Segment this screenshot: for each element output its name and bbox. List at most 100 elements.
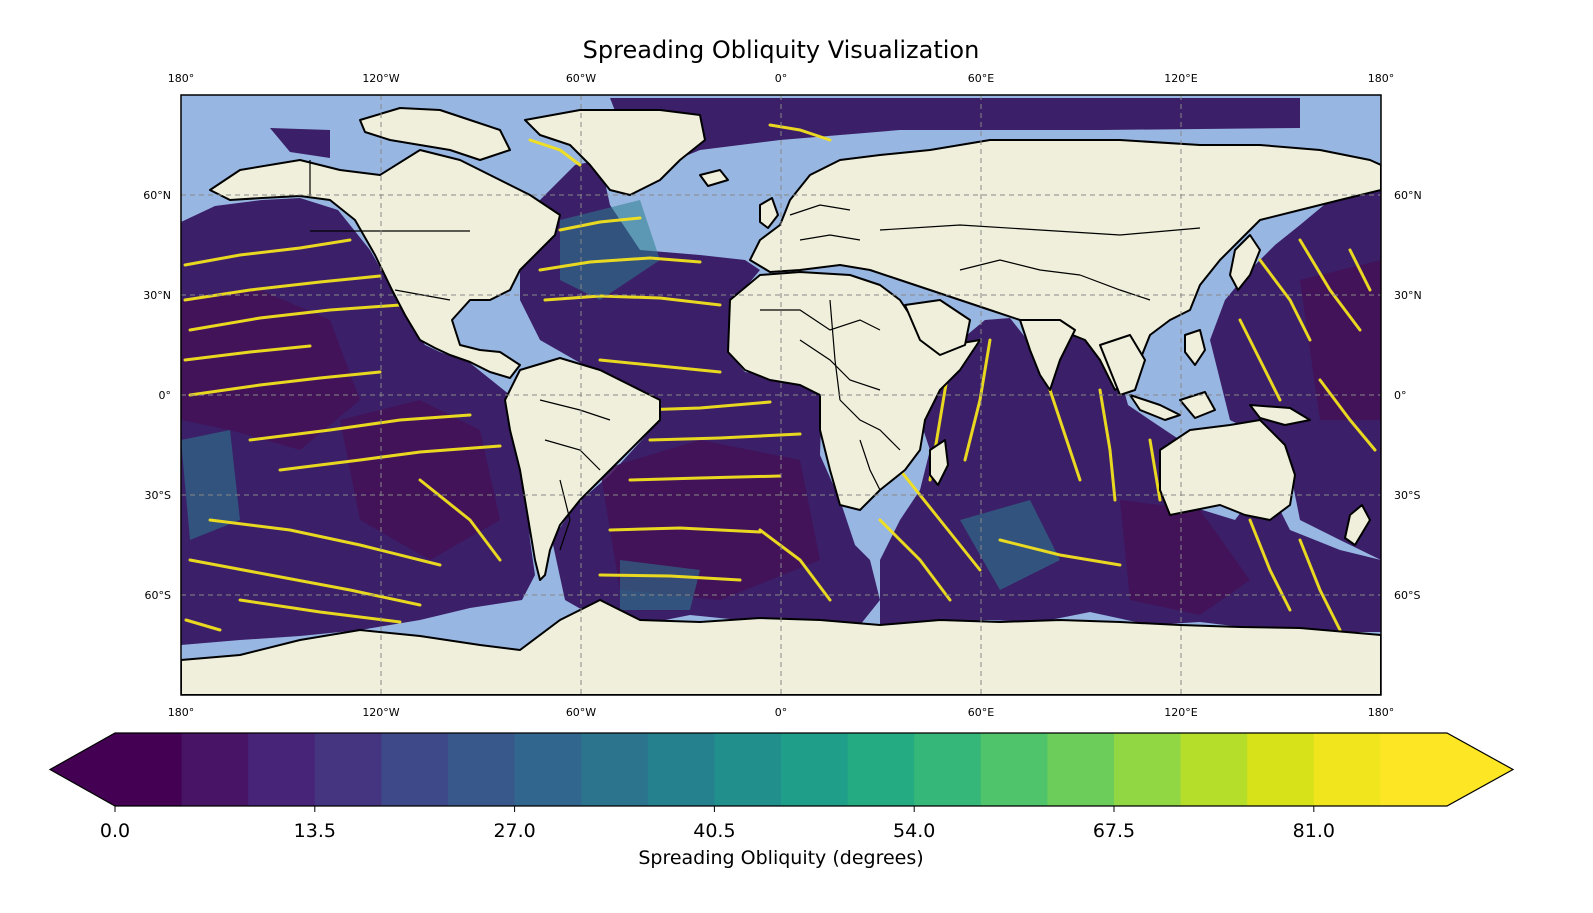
streak-at-12 [768, 123, 832, 142]
streak-wp-5 [1348, 248, 1372, 292]
land-southeast-asia [1099, 334, 1146, 396]
lat-label-right-4: 60°S [1394, 589, 1420, 602]
colorbar-tick-label-1: 13.5 [294, 820, 336, 842]
colorbar-bin-19 [1380, 733, 1448, 806]
latitude-labels-right: 60°N 30°N 0° 30°S 60°S [1394, 189, 1422, 602]
lat-label-right-3: 30°S [1394, 489, 1420, 502]
border-europe-1 [789, 204, 851, 216]
streak-io-7 [898, 468, 982, 572]
streak-at-9 [598, 573, 742, 582]
lat-label-left-3: 30°S [145, 489, 171, 502]
colorbar-bin-3 [314, 733, 382, 806]
lon-label-top-2: 60°W [566, 72, 596, 85]
lon-label-bottom-5: 120°E [1164, 706, 1197, 719]
field-patch-4 [1120, 500, 1250, 615]
map-title: Spreading Obliquity Visualization [583, 36, 980, 64]
lon-label-bottom-4: 60°E [968, 706, 994, 719]
lat-label-left-4: 60°S [145, 589, 171, 602]
colorbar-extend-over [1447, 733, 1513, 806]
land-iceland [699, 169, 729, 187]
lon-label-top-5: 120°E [1164, 72, 1197, 85]
streak-at-11 [528, 138, 582, 167]
border-sa-3 [559, 479, 571, 551]
border-asia-2 [959, 259, 1081, 276]
colorbar-bin-15 [1114, 733, 1182, 806]
lat-label-left-0: 60°N [143, 189, 171, 202]
colorbar-bin-13 [980, 733, 1048, 806]
colorbar-bin-2 [248, 733, 316, 806]
lat-label-right-1: 30°N [1394, 289, 1422, 302]
land-madagascar [929, 439, 949, 486]
colorbar-bin-10 [781, 733, 849, 806]
border-sa-1 [539, 399, 611, 421]
land-indonesia-2 [1179, 391, 1216, 419]
streak-io-8 [998, 538, 1122, 567]
lon-label-bottom-0: 180° [168, 706, 195, 719]
country-borders [309, 160, 1201, 551]
lon-label-bottom-2: 60°W [566, 706, 596, 719]
land-north-america [209, 149, 561, 379]
streak-np-11 [418, 478, 502, 562]
colorbar-tick-label-6: 81.0 [1293, 820, 1335, 842]
border-sa-2 [544, 439, 601, 471]
latitude-labels-left: 60°N 30°N 0° 30°S 60°S [143, 189, 171, 602]
colorbar-bin-14 [1047, 733, 1115, 806]
field-region-arctic-2 [610, 98, 1300, 175]
field-mid-2 [181, 430, 240, 540]
obliquity-field [181, 98, 1381, 645]
colorbar-bin-4 [381, 733, 449, 806]
colorbar-bin-8 [647, 733, 715, 806]
lat-label-left-1: 30°N [143, 289, 171, 302]
colorbar: 0.0 13.5 27.0 40.5 54.0 67.5 81.0 Spreading Ob… [48, 732, 1515, 869]
lon-label-top-0: 180° [168, 72, 195, 85]
gridlines [181, 95, 1381, 695]
land-arabia [904, 299, 971, 356]
colorbar-bin-5 [448, 733, 516, 806]
colorbar-bin-0 [115, 733, 183, 806]
colorbar-bin-12 [914, 733, 982, 806]
streak-at-1 [558, 216, 642, 232]
streak-np-8 [208, 518, 442, 567]
lon-label-top-6: 180° [1368, 72, 1395, 85]
streak-np-1 [183, 238, 352, 267]
lon-label-top-4: 60°E [968, 72, 994, 85]
lat-label-left-2: 0° [159, 389, 172, 402]
streak-at-3 [543, 294, 722, 307]
field-dark-patches [181, 260, 1381, 615]
colorbar-bin-17 [1247, 733, 1315, 806]
streak-np-12 [184, 618, 222, 632]
colorbar-tick-label-2: 27.0 [493, 820, 535, 842]
streak-at-4 [598, 358, 722, 374]
gridlines-latitude [181, 194, 1381, 596]
colorbar-bin-11 [847, 733, 915, 806]
field-patch-1 [181, 290, 360, 450]
streak-io-3 [963, 338, 992, 462]
colorbar-tick-label-5: 67.5 [1093, 820, 1135, 842]
land-japan [1229, 234, 1261, 291]
streak-np-9 [188, 558, 422, 607]
lat-label-right-0: 60°N [1394, 189, 1422, 202]
border-us-mexico [394, 289, 451, 301]
streak-io-10 [1248, 518, 1292, 612]
field-region-arctic [270, 128, 330, 158]
colorbar-tick-label-0: 0.0 [100, 820, 130, 842]
longitude-labels-bottom: 180° 120°W 60°W 0° 60°E 120°E 180° [168, 706, 1395, 719]
lat-label-right-2: 0° [1394, 389, 1407, 402]
colorbar-bin-1 [181, 733, 249, 806]
lon-label-bottom-3: 0° [775, 706, 788, 719]
streak-at-2 [538, 256, 702, 272]
streak-wp-1 [1258, 258, 1312, 342]
colorbar-bin-18 [1313, 733, 1381, 806]
colorbar-bin-9 [714, 733, 782, 806]
border-asia-3 [1079, 274, 1151, 301]
land-greenland [524, 109, 706, 196]
streak-np-7 [278, 444, 502, 472]
streak-np-3 [188, 303, 402, 332]
border-africa-3 [839, 399, 901, 451]
streak-wp-4 [1318, 378, 1377, 452]
streak-io-6 [878, 518, 952, 602]
streak-at-8 [608, 526, 762, 534]
lon-label-bottom-6: 180° [1368, 706, 1395, 719]
map-panel: 180° 120°W 60°W 0° 60°E 120°E 180° 180° 120°W 60… [143, 72, 1421, 719]
